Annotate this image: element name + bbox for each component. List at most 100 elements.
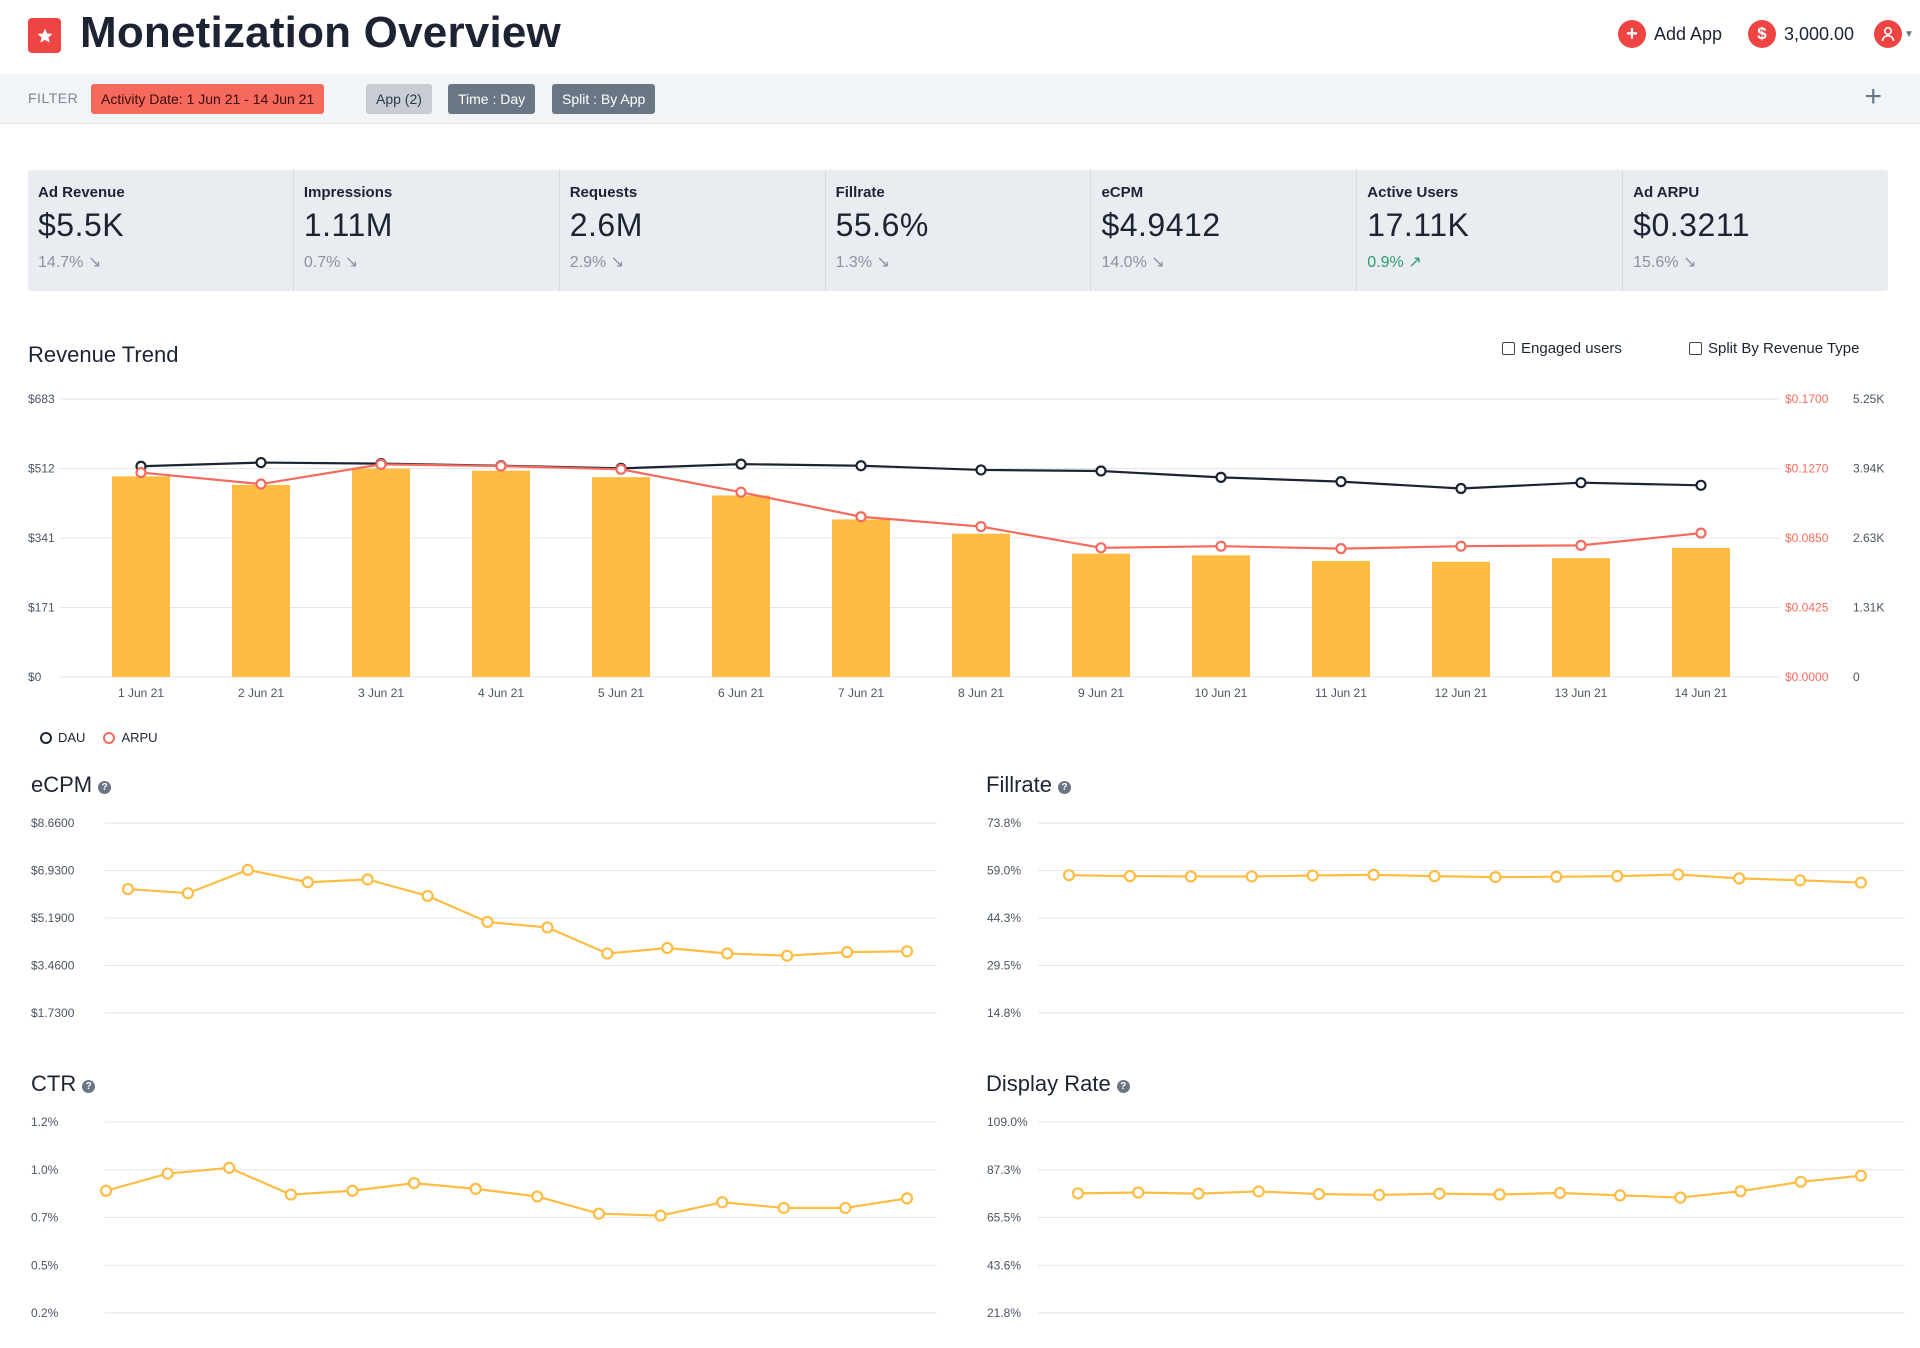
fillrate-point <box>1367 868 1380 881</box>
checkbox-label: Split By Revenue Type <box>1708 340 1860 357</box>
help-icon[interactable]: ? <box>98 781 112 794</box>
y-tick-label-dau: 5.25K <box>1853 392 1884 406</box>
circle-marker-icon <box>40 731 52 744</box>
arrow-down-right-icon: ↘ <box>1682 254 1697 271</box>
display-rate-line <box>1077 1174 1862 1199</box>
kpi-active-users[interactable]: Active Users 17.11K 0.9% ↗ <box>1357 170 1624 291</box>
filter-chip-app[interactable]: App (2) <box>366 84 432 114</box>
ctr-point <box>469 1182 482 1195</box>
user-menu[interactable]: ▼ <box>1874 20 1914 48</box>
y-tick-label: 1.2% <box>31 1115 59 1129</box>
revenue-bar <box>1432 561 1490 677</box>
dau-point <box>1095 465 1107 477</box>
fillrate-point <box>1672 868 1685 881</box>
y-tick-label: 87.3% <box>987 1163 1021 1177</box>
kpi-ad-arpu[interactable]: Ad ARPU $0.3211 15.6% ↘ <box>1623 170 1888 291</box>
kpi-value: 2.6M <box>569 207 643 243</box>
ecpm-point <box>601 947 614 960</box>
filter-chip-split[interactable]: Split : By App <box>552 84 656 114</box>
ecpm-point <box>661 941 674 955</box>
page-title: Monetization Overview <box>80 8 561 57</box>
balance-display[interactable]: $ 3,000.00 <box>1748 20 1854 48</box>
fillrate-chart: 14.8% 29.5% 44.3% 59.0% 73.8% <box>987 816 1905 1020</box>
y-tick-label: $341 <box>28 531 55 545</box>
y-tick-label: $512 <box>28 462 55 476</box>
kpi-fillrate[interactable]: Fillrate 55.6% 1.3% ↘ <box>826 170 1092 291</box>
kpi-requests[interactable]: Requests 2.6M 2.9% ↘ <box>560 170 826 291</box>
display-rate-point <box>1734 1185 1747 1198</box>
arpu-point <box>1575 539 1587 551</box>
dollar-icon: $ <box>1748 20 1776 48</box>
x-tick-label: 14 Jun 21 <box>1675 686 1728 700</box>
revenue-bar <box>1192 555 1250 677</box>
arpu-point <box>255 478 267 490</box>
arpu-point <box>495 460 507 472</box>
add-filter-button[interactable]: + <box>1864 80 1882 113</box>
y-tick-label: 65.5% <box>987 1211 1021 1225</box>
arrow-down-right-icon: ↘ <box>87 254 102 271</box>
ctr-point <box>161 1167 174 1180</box>
help-icon[interactable]: ? <box>82 1080 96 1093</box>
kpi-ecpm[interactable]: eCPM $4.9412 14.0% ↘ <box>1091 170 1358 291</box>
filter-chip-date[interactable]: Activity Date: 1 Jun 21 - 14 Jun 21 <box>91 84 325 114</box>
y-tick-label: $8.6600 <box>31 816 75 830</box>
display-rate-point <box>1132 1186 1145 1199</box>
ctr-point <box>777 1201 790 1215</box>
split-revenue-type-checkbox[interactable]: Split By Revenue Type <box>1689 340 1859 357</box>
display-rate-point <box>1192 1187 1205 1200</box>
circle-marker-icon <box>103 731 116 744</box>
x-tick-label: 4 Jun 21 <box>478 686 524 700</box>
display-rate-title: Display Rate? <box>986 1071 1130 1097</box>
y-tick-label: 59.0% <box>987 864 1021 878</box>
kpi-change: 14.7% ↘ <box>38 254 102 271</box>
arrow-down-right-icon: ↘ <box>1151 254 1165 271</box>
ctr-title: CTR? <box>31 1071 96 1097</box>
arpu-point <box>615 463 627 475</box>
ecpm-point <box>361 873 374 886</box>
arpu-line <box>140 463 1702 550</box>
ctr-point <box>99 1184 113 1197</box>
legend-dau[interactable]: DAU <box>40 730 85 745</box>
kpi-impressions[interactable]: Impressions 1.11M 0.7% ↘ <box>294 170 560 291</box>
filter-chip-time[interactable]: Time : Day <box>448 84 536 114</box>
ecpm-point <box>481 915 494 929</box>
arrow-down-right-icon: ↘ <box>610 254 625 271</box>
display-rate-point <box>1553 1186 1566 1200</box>
kpi-ad-revenue[interactable]: Ad Revenue $5.5K 14.7% ↘ <box>28 170 294 291</box>
ecpm-point <box>541 921 554 934</box>
arpu-point <box>1215 540 1227 552</box>
help-icon[interactable]: ? <box>1058 781 1072 794</box>
filter-bar: FILTER Activity Date: 1 Jun 21 - 14 Jun … <box>0 74 1920 124</box>
dau-point <box>1455 482 1467 495</box>
x-tick-label: 11 Jun 21 <box>1315 686 1367 700</box>
y-tick-label-dau: 3.94K <box>1853 462 1884 476</box>
kpi-label: Requests <box>569 184 638 201</box>
revenue-bar <box>832 519 890 677</box>
chevron-down-icon: ▼ <box>1904 28 1914 40</box>
add-app-button[interactable]: + Add App <box>1618 20 1722 48</box>
x-tick-label: 12 Jun 21 <box>1435 686 1488 700</box>
user-avatar-icon <box>1874 20 1902 48</box>
kpi-label: eCPM <box>1101 184 1144 201</box>
y-tick-label: $1.7300 <box>31 1006 75 1020</box>
ctr-point <box>654 1209 667 1222</box>
display-rate-point <box>1433 1187 1446 1200</box>
revenue-bar <box>472 470 530 677</box>
help-icon[interactable]: ? <box>1116 1080 1130 1093</box>
engaged-users-checkbox[interactable]: Engaged users <box>1502 340 1622 357</box>
arrow-down-right-icon: ↘ <box>876 254 890 271</box>
y-tick-label: 0.2% <box>31 1306 59 1320</box>
star-icon[interactable] <box>28 18 61 53</box>
dau-point <box>255 456 267 469</box>
y-tick-label: 109.0% <box>987 1115 1028 1129</box>
fillrate-point <box>1489 871 1502 884</box>
dau-point <box>1335 476 1347 488</box>
arpu-point <box>1335 543 1347 555</box>
fillrate-point <box>1123 870 1137 883</box>
legend-arpu[interactable]: ARPU <box>103 730 158 745</box>
ctr-point <box>284 1188 297 1201</box>
display-rate-point <box>1312 1187 1326 1201</box>
balance-value: 3,000.00 <box>1784 23 1855 44</box>
kpi-label: Ad Revenue <box>38 184 125 201</box>
revenue-trend-chart: $0 $0.0000 0 $171 $0.0425 1.31K $341 $0.0850 2.6… <box>28 392 1884 700</box>
